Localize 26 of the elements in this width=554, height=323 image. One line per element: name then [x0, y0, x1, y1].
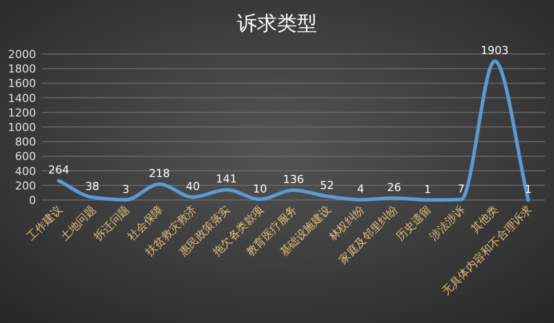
- y-tick-label: 0: [29, 194, 36, 207]
- y-tick-label: 1400: [8, 92, 36, 105]
- y-tick-label: 1200: [8, 106, 36, 120]
- y-tick-label: 400: [15, 164, 36, 178]
- data-label: 1: [424, 182, 432, 196]
- y-tick-label: 2000: [8, 48, 36, 61]
- data-label: 40: [186, 180, 200, 194]
- chart-title: 诉求类型: [237, 11, 317, 35]
- data-label: 218: [148, 167, 170, 180]
- y-tick-label: 1800: [8, 62, 36, 76]
- data-label: 264: [48, 164, 70, 177]
- data-label: 10: [252, 182, 267, 196]
- data-label: 26: [387, 181, 402, 194]
- y-tick-label: 800: [15, 136, 36, 149]
- data-label: 1903: [480, 44, 509, 58]
- data-label: 141: [216, 172, 237, 186]
- y-tick-label: 1600: [8, 77, 36, 90]
- data-label: 136: [283, 173, 304, 186]
- data-label: 38: [85, 180, 100, 194]
- data-label: 3: [122, 182, 130, 196]
- data-label: 52: [320, 179, 334, 192]
- y-tick-label: 200: [15, 179, 36, 192]
- y-tick-label: 600: [15, 150, 36, 164]
- data-label: 7: [458, 182, 465, 196]
- y-tick-label: 1000: [8, 121, 36, 134]
- data-label: 4: [357, 182, 364, 196]
